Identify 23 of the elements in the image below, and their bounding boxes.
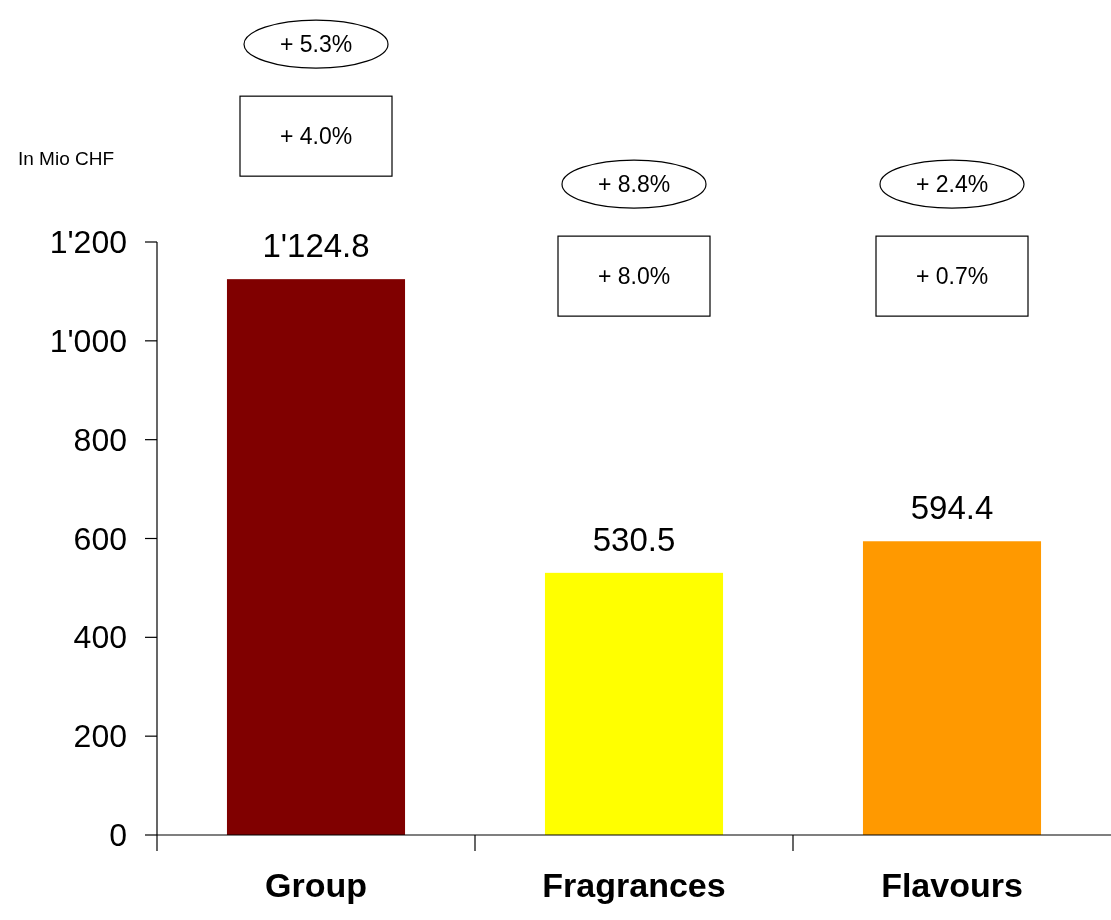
x-tick-label: Fragrances xyxy=(542,866,726,904)
data-label: 594.4 xyxy=(910,489,994,527)
text: + 2.4% xyxy=(915,171,989,198)
text: + 5.3% xyxy=(279,31,353,58)
y-tick-label: 600 xyxy=(73,520,127,557)
y-tick-label: 1'200 xyxy=(49,224,127,260)
y-tick-label: 400 xyxy=(73,619,127,656)
text: + 8.8% xyxy=(597,171,671,198)
y-axis-title: In Mio CHF xyxy=(18,148,115,169)
bar xyxy=(226,279,406,835)
x-tick-label: Flavours xyxy=(881,866,1023,904)
y-tick-label: 1'000 xyxy=(49,322,127,359)
y-tick-label: 0 xyxy=(109,817,127,853)
x-tick-label: Group xyxy=(265,866,367,904)
data-label: 1'124.8 xyxy=(262,227,370,265)
annotation: + 0.7% xyxy=(915,263,989,290)
data-label: 530.5 xyxy=(592,520,676,558)
bar xyxy=(544,572,724,835)
text: + 4.0% xyxy=(279,123,353,150)
y-tick-label: 200 xyxy=(73,718,127,755)
annotation: + 8.0% xyxy=(597,263,671,290)
y-tick-label: 800 xyxy=(73,421,127,458)
bar xyxy=(862,541,1042,835)
